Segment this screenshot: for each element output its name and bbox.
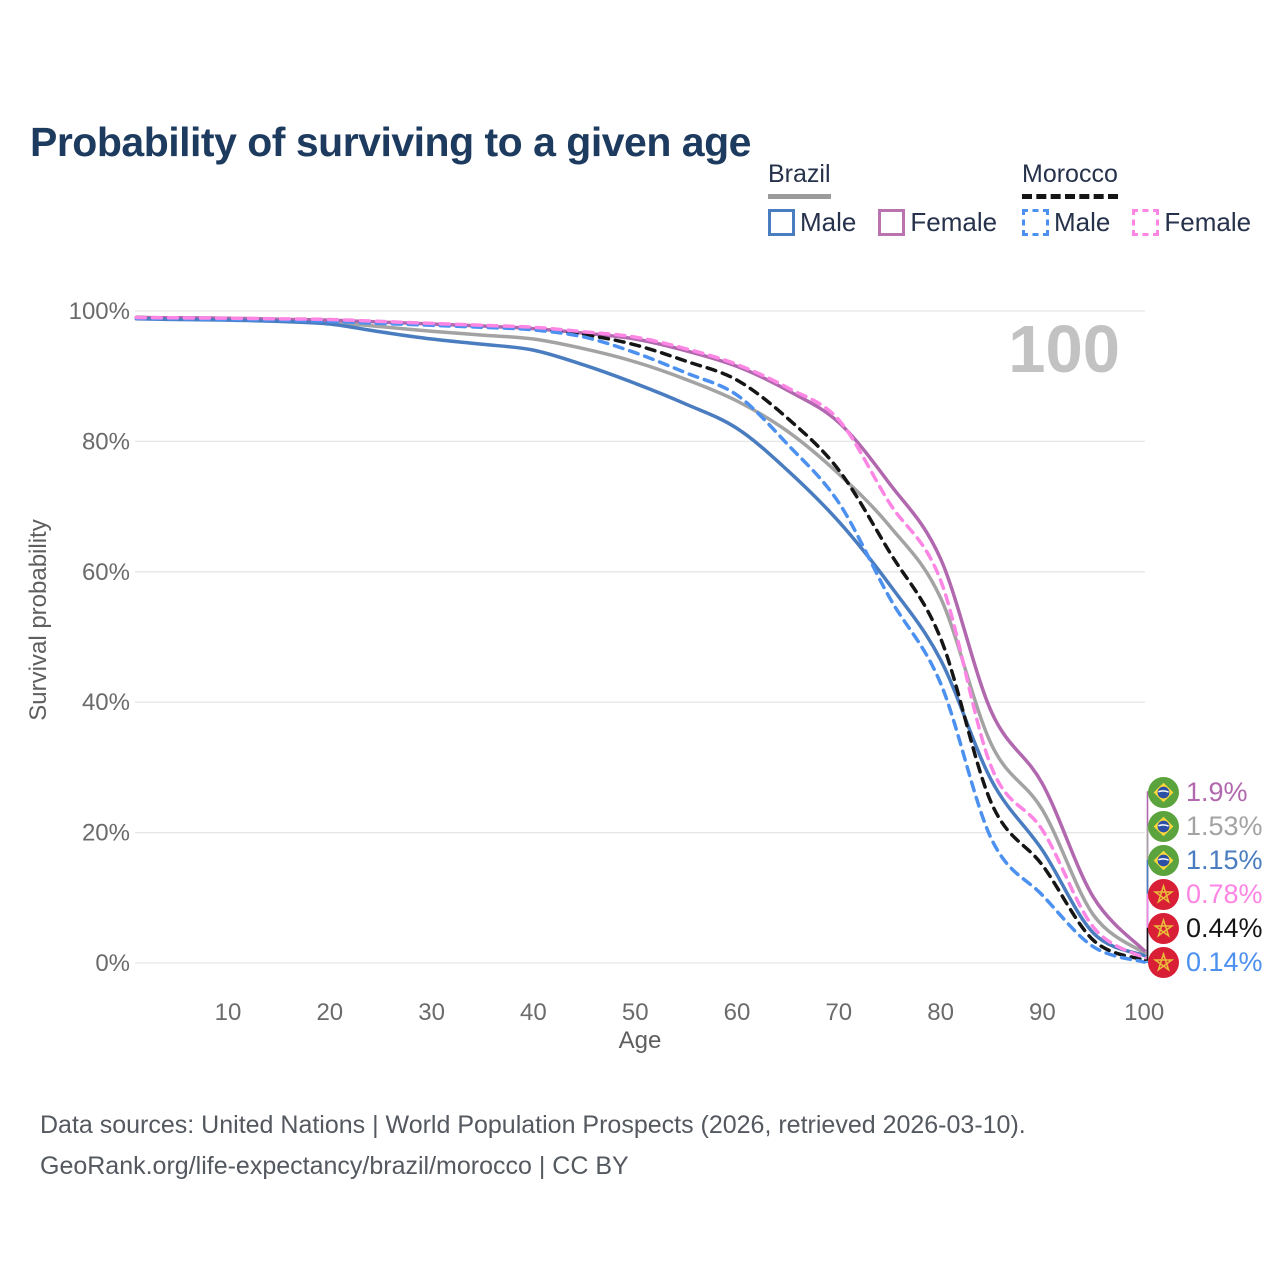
y-tick-0%: 0%	[95, 950, 130, 977]
footer-data-sources: Data sources: United Nations | World Pop…	[40, 1111, 1026, 1139]
series-lines	[134, 315, 1146, 964]
footer: Data sources: United Nations | World Pop…	[40, 1105, 1026, 1187]
legend-country-morocco: Morocco	[1022, 160, 1118, 199]
morocco-flag-icon	[1148, 947, 1179, 978]
x-tick-10: 10	[215, 999, 242, 1026]
page-title: Probability of surviving to a given age	[30, 119, 751, 166]
end-label-value: 1.9%	[1186, 776, 1248, 807]
legend-checkbox-brazil-male[interactable]: Male	[768, 207, 856, 238]
end-label-value: 0.14%	[1186, 947, 1263, 977]
x-tick-70: 70	[825, 999, 852, 1026]
footer-attribution: GeoRank.org/life-expectancy/brazil/moroc…	[40, 1152, 629, 1180]
watermark-age-100: 100	[1008, 312, 1120, 387]
y-tick-100%: 100%	[69, 298, 130, 325]
end-label-value: 0.78%	[1186, 879, 1263, 909]
x-tick-60: 60	[724, 999, 751, 1026]
end-label-row-morocco-both-sexes: 0.44%	[1148, 913, 1263, 944]
x-tick-50: 50	[622, 999, 649, 1026]
legend-country-brazil: Brazil	[768, 160, 831, 199]
series-line-brazil-female	[134, 315, 1146, 953]
legend-checkbox-brazil-female[interactable]: Female	[878, 207, 997, 238]
checkbox-icon[interactable]	[768, 209, 795, 236]
y-tick-40%: 40%	[82, 689, 130, 716]
checkbox-icon[interactable]	[1022, 209, 1049, 236]
legend-items-brazil: Male Female	[768, 207, 997, 238]
gridlines	[135, 310, 1145, 964]
morocco-flag-icon	[1148, 913, 1179, 944]
series-line-brazil-male	[134, 317, 1146, 958]
brazil-flag-icon	[1148, 811, 1179, 842]
legend-item-label: Female	[910, 207, 998, 237]
end-label-row-morocco-male: 0.14%	[1148, 947, 1263, 978]
legend-item-label: Male	[800, 207, 857, 237]
morocco-flag-icon	[1148, 879, 1179, 910]
y-axis-title: Survival probability	[25, 519, 52, 720]
y-tick-60%: 60%	[82, 559, 130, 586]
legend-group-brazil: Brazil Male Female	[768, 160, 997, 238]
x-tick-30: 30	[418, 999, 445, 1026]
legend-checkbox-morocco-female[interactable]: Female	[1132, 207, 1251, 238]
x-tick-90: 90	[1029, 999, 1056, 1026]
end-label-row-brazil-male: 1.15%	[1148, 845, 1263, 876]
x-tick-40: 40	[520, 999, 547, 1026]
checkbox-icon[interactable]	[1132, 209, 1160, 236]
series-line-morocco-both-sexes	[134, 315, 1146, 962]
series-line-brazil-both-sexes	[134, 316, 1146, 955]
legend-group-morocco: Morocco Male Female	[1022, 160, 1251, 238]
end-label-row-morocco-female: 0.78%	[1148, 879, 1263, 910]
end-label-value: 1.15%	[1186, 845, 1263, 875]
y-tick-20%: 20%	[82, 820, 130, 847]
legend-item-label: Female	[1164, 207, 1252, 237]
series-line-morocco-female	[134, 315, 1146, 960]
end-label-value: 0.44%	[1186, 913, 1263, 943]
legend-item-label: Male	[1054, 207, 1111, 237]
legend-checkbox-morocco-male[interactable]: Male	[1022, 207, 1110, 238]
y-axis-tick-labels: 0% 20% 40% 60% 80% 100%	[69, 298, 130, 977]
brazil-flag-icon	[1148, 845, 1179, 876]
end-label-row-brazil-both-sexes: 1.53%	[1148, 811, 1263, 842]
series-line-morocco-male	[134, 316, 1146, 964]
x-tick-80: 80	[927, 999, 954, 1026]
y-tick-80%: 80%	[82, 428, 130, 455]
x-tick-20: 20	[316, 999, 343, 1026]
brazil-flag-icon	[1148, 776, 1179, 808]
end-label-row-brazil-female: 1.9%	[1148, 776, 1248, 808]
legend-items-morocco: Male Female	[1022, 207, 1251, 238]
x-axis-title: Age	[619, 1027, 662, 1054]
end-label-value: 1.53%	[1186, 811, 1263, 841]
x-axis-tick-labels: 10 20 30 40 50 60 70 80 90 100	[215, 999, 1165, 1026]
x-tick-100: 100	[1124, 999, 1164, 1026]
checkbox-icon[interactable]	[878, 209, 906, 236]
